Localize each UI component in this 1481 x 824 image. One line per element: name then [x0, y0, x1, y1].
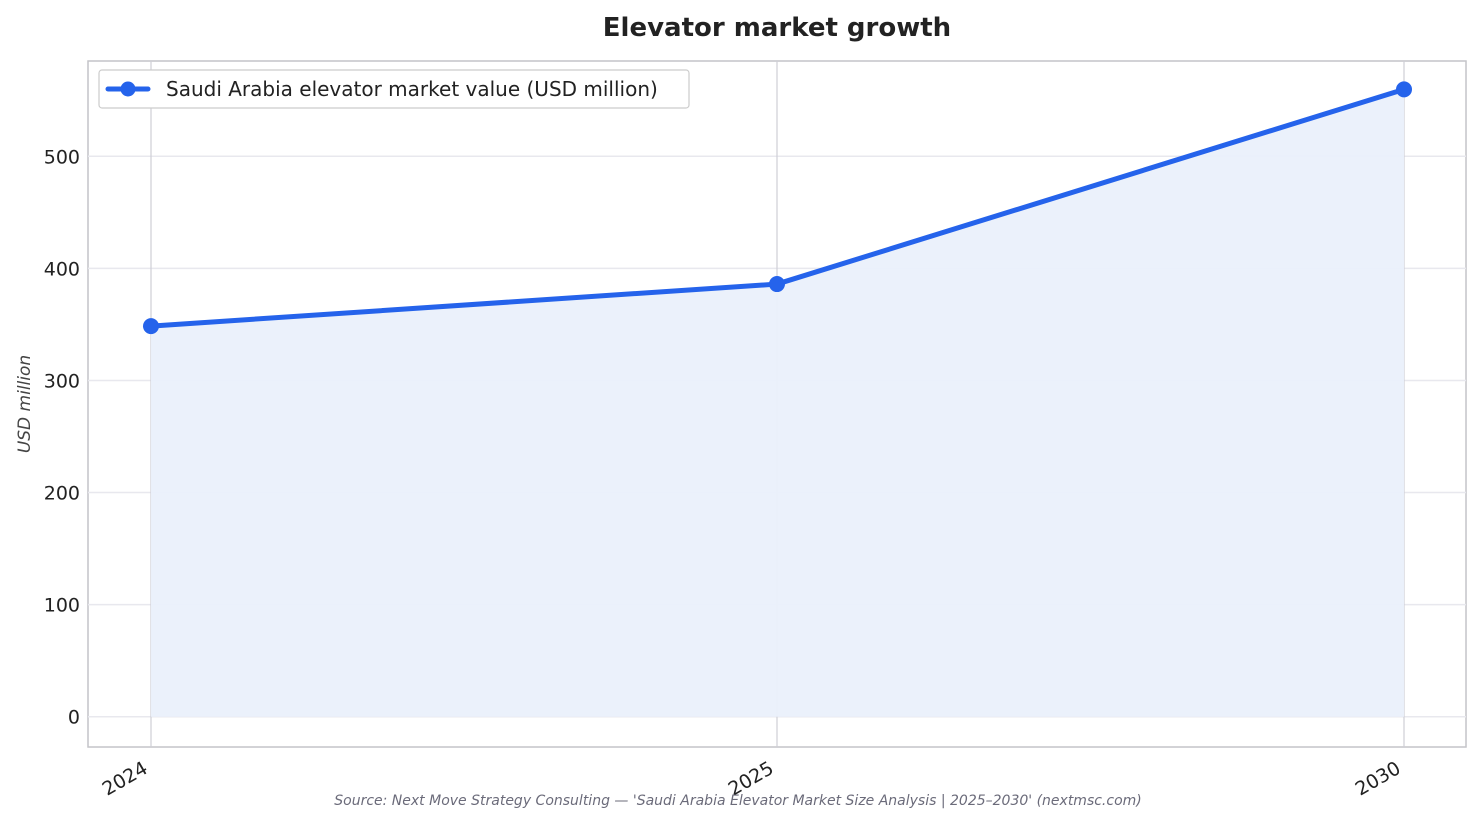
- y-tick-label: 300: [44, 370, 80, 392]
- y-tick-label: 400: [44, 258, 80, 280]
- area-fill-layer: [151, 89, 1404, 717]
- y-tick-label: 500: [44, 146, 80, 168]
- series-area-fill: [151, 89, 1404, 717]
- y-tick-label: 100: [44, 595, 80, 617]
- chart-title: Elevator market growth: [603, 13, 951, 43]
- data-point: [1396, 81, 1412, 98]
- data-point: [143, 318, 159, 335]
- y-axis-label: USD million: [15, 355, 35, 453]
- data-point: [769, 276, 785, 293]
- x-tick-label: 2030: [1352, 757, 1405, 800]
- data-points: [143, 81, 1412, 335]
- y-tick-label: 200: [44, 483, 80, 505]
- legend-series-marker-swatch: [120, 81, 136, 97]
- y-tick-label: 0: [68, 707, 80, 729]
- x-tick-label: 2024: [99, 757, 152, 800]
- legend: Saudi Arabia elevator market value (USD …: [98, 69, 690, 109]
- legend-box: [98, 69, 690, 109]
- y-axis-ticks: 0 100 200 300 400 500: [44, 146, 80, 728]
- source-note: Source: Next Move Strategy Consulting — …: [334, 793, 1142, 809]
- legend-series-label: Saudi Arabia elevator market value (USD …: [166, 77, 658, 101]
